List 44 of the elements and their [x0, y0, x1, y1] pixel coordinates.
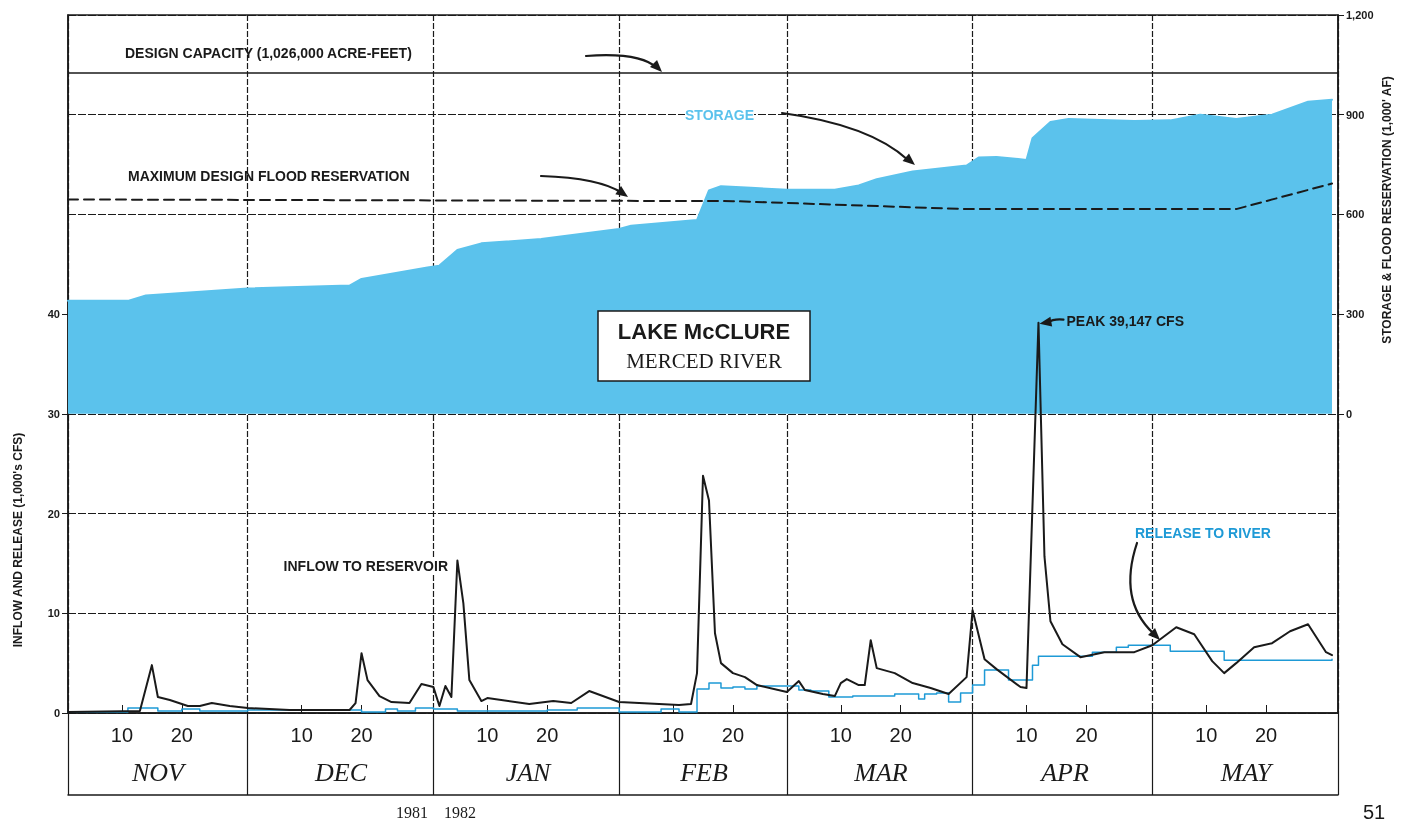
text: DEC [314, 757, 368, 787]
text: APR [1039, 757, 1089, 787]
x-tick-label: 10 [476, 724, 499, 746]
text: JAN [505, 757, 553, 787]
text: NOV [131, 757, 188, 787]
text: STORAGE [685, 107, 754, 123]
y-tick-label: 30 [47, 407, 60, 420]
y2-tick-label: 600 [1346, 208, 1365, 221]
y-tick-label: 40 [47, 308, 60, 321]
text: MERCED RIVER [626, 349, 782, 373]
x-tick-label: 10 [1195, 724, 1218, 746]
text: MAR [853, 757, 908, 787]
y-tick-label: 20 [47, 507, 60, 520]
series-label: MAXIMUM DESIGN FLOOD RESERVATION [128, 168, 410, 184]
x-tick-label: 10 [1015, 724, 1038, 746]
y-axis-title: INFLOW AND RELEASE (1,000's CFS) [11, 432, 25, 648]
x-tick-label: 20 [889, 724, 912, 746]
text: FEB [679, 757, 728, 787]
x-tick-label: 20 [1254, 724, 1278, 746]
x-tick-label: 10 [290, 724, 313, 746]
text: 1981 [396, 803, 428, 821]
x-tick-label: 10 [829, 724, 852, 746]
series-label: INFLOW TO RESERVOIR [283, 558, 448, 574]
y2-tick-label: 900 [1346, 108, 1365, 121]
text: 51 [1363, 801, 1386, 823]
y-tick-label: 0 [53, 707, 60, 719]
y-tick-label: 10 [47, 607, 60, 620]
y2-tick-label: 300 [1346, 308, 1365, 321]
ref-line-label: DESIGN CAPACITY (1,026,000 ACRE-FEET) [125, 45, 412, 61]
text: RELEASE TO RIVER [1135, 525, 1271, 541]
x-tick-label: 20 [350, 724, 373, 746]
x-tick-label: 20 [170, 724, 193, 746]
text: LAKE McCLURE [617, 318, 791, 344]
x-tick-label: 10 [110, 724, 134, 746]
text: 1982 [444, 803, 476, 821]
x-tick-label: 20 [721, 724, 745, 746]
text: MAY [1219, 757, 1274, 787]
x-tick-label: 10 [661, 724, 685, 746]
y2-tick-label: 1,200 [1346, 9, 1374, 21]
annotation: PEAK 39,147 CFS [1066, 312, 1184, 329]
x-tick-label: 20 [536, 724, 559, 746]
y2-axis-title: STORAGE & FLOOD RESERVATION (1,000' AF) [1380, 76, 1394, 344]
y2-tick-label: 0 [1346, 407, 1353, 420]
x-tick-label: 20 [1075, 724, 1098, 746]
